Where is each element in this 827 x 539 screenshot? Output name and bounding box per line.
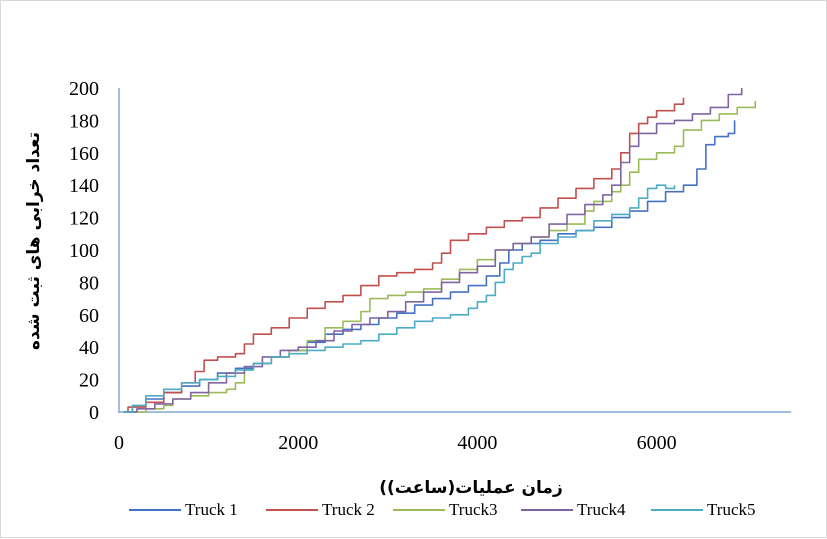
x-tick-label: 0 bbox=[114, 432, 124, 454]
x-axis-title: زمان عملیات(ساعت)) bbox=[379, 478, 563, 498]
y-axis-title: تعداد خرابی های ثبت شده bbox=[24, 132, 44, 350]
legend-label: Truck4 bbox=[577, 500, 626, 519]
y-tick-labels: 0 20 40 60 80 100 120 140 160 180 200 bbox=[69, 78, 99, 424]
series-line-5 bbox=[123, 184, 676, 413]
series-lines bbox=[123, 88, 756, 413]
y-tick-label: 100 bbox=[69, 240, 99, 262]
y-tick-label: 80 bbox=[79, 272, 99, 294]
series-line-3 bbox=[123, 101, 756, 413]
axes bbox=[118, 88, 791, 413]
y-tick-label: 60 bbox=[79, 305, 99, 327]
series-line-2 bbox=[123, 97, 685, 413]
x-tick-label: 6000 bbox=[637, 432, 677, 454]
y-tick-label: 180 bbox=[69, 110, 99, 132]
y-tick-label: 160 bbox=[69, 143, 99, 165]
legend: Truck 1 Truck 2 Truck3 Truck4 Truck5 bbox=[129, 500, 756, 519]
x-tick-label: 4000 bbox=[457, 432, 497, 454]
series-line-1 bbox=[123, 120, 736, 413]
x-tick-label: 2000 bbox=[278, 432, 318, 454]
y-tick-label: 20 bbox=[79, 370, 99, 392]
series-line-4 bbox=[123, 88, 743, 413]
legend-label: Truck 2 bbox=[322, 500, 375, 519]
y-tick-label: 40 bbox=[79, 337, 99, 359]
x-tick-labels: 0 2000 4000 6000 bbox=[114, 432, 677, 454]
legend-label: Truck3 bbox=[449, 500, 498, 519]
legend-label: Truck5 bbox=[707, 500, 756, 519]
y-tick-label: 140 bbox=[69, 175, 99, 197]
y-tick-label: 120 bbox=[69, 208, 99, 230]
y-tick-label: 200 bbox=[69, 78, 99, 100]
y-tick-label: 0 bbox=[89, 402, 99, 424]
legend-label: Truck 1 bbox=[185, 500, 238, 519]
